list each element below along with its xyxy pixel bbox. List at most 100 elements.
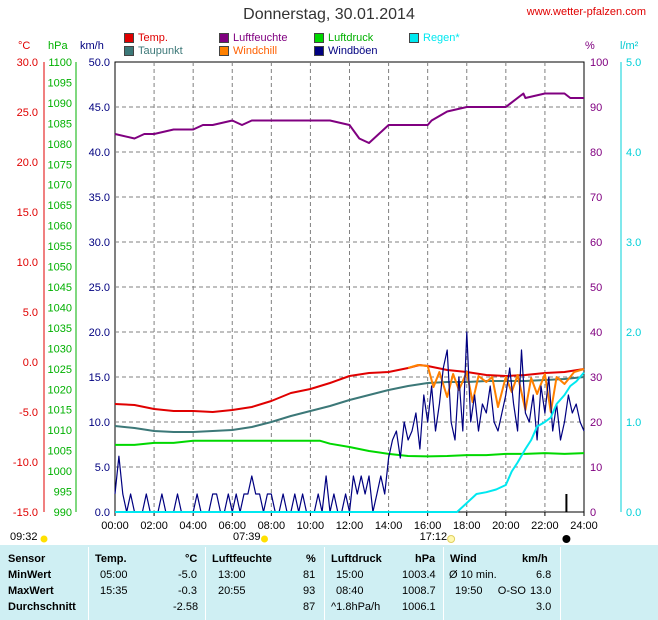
pressure-tick-label: 1100 [48,57,72,69]
wind-tick-label: 20.0 [89,327,110,339]
header-pressure-unit: hPa [415,553,436,565]
x-tick-label: 22:00 [531,520,559,532]
rain-tick-label: 4.0 [626,147,641,159]
legend-temp: Temp. [124,32,168,44]
row-press-value: 1003.4 [402,569,436,581]
row-press-value: 1006.1 [402,601,436,613]
row-press-time: 08:40 [336,585,364,597]
legend-gusts-label: Windböen [328,45,378,57]
website-link[interactable]: www.wetter-pfalzen.com [526,6,646,18]
rain-tick-label: 2.0 [626,327,641,339]
pressure-tick-label: 1025 [48,364,72,376]
rain-tick-label: 5.0 [626,57,641,69]
humidity-tick-label: 30 [590,372,602,384]
row-wind-label: Ø 10 min. [449,569,497,581]
sunrise-icon [260,535,268,543]
wind-tick-label: 35.0 [89,192,110,204]
table-separator [88,547,89,620]
legend-humidity: Luftfeuchte [219,32,287,44]
row-hum-value: 81 [303,569,316,581]
left-time: 09:32 [10,531,38,543]
wind-tick-label: 50.0 [89,57,110,69]
humidity-tick-label: 80 [590,147,602,159]
wind-tick-label: 15.0 [89,372,110,384]
temp-tick-label: 0.0 [23,357,38,369]
legend-humidity-swatch [219,33,229,43]
series-line-windchill [407,364,585,413]
x-tick-label: 10:00 [297,520,325,532]
temp-tick-label: 10.0 [17,257,38,269]
x-tick-label: 16:00 [414,520,442,532]
unit-temp: °C [18,40,31,52]
series-line-rain [115,371,585,513]
pressure-tick-label: 1075 [48,159,72,171]
pressure-tick-label: 1095 [48,77,72,89]
legend-rain-swatch [409,33,419,43]
stats-table: Sensor Temp. °C Luftfeuchte % Luftdruck … [0,545,658,620]
row-wind-value: 13.0 [530,585,552,597]
pressure-tick-label: 995 [54,487,72,499]
table-separator [560,547,561,620]
rain-tick-label: 1.0 [626,417,641,429]
legend-gusts: Windböen [314,45,378,57]
pressure-tick-label: 1020 [48,384,72,396]
row-temp-value: -5.0 [178,569,197,581]
series-line-temp [114,364,585,413]
legend-dewpoint-swatch [124,46,134,56]
row-label: Durchschnitt [8,601,76,613]
x-tick-label: 04:00 [179,520,207,532]
row-temp-value: -0.3 [178,585,197,597]
humidity-tick-label: 100 [590,57,608,69]
wind-tick-label: 40.0 [89,147,110,159]
humidity-tick-label: 10 [590,462,602,474]
wind-tick-label: 25.0 [89,282,110,294]
row-label: MaxWert [8,585,54,597]
x-tick-label: 06:00 [218,520,246,532]
humidity-tick-label: 90 [590,102,602,114]
table-separator [443,547,444,620]
pressure-tick-label: 1015 [48,405,72,417]
series-line-pressure [115,439,585,458]
pressure-tick-label: 1070 [48,180,72,192]
header-humidity: Luftfeuchte [212,553,272,565]
wind-tick-label: 5.0 [95,462,110,474]
x-tick-label: 24:00 [570,520,598,532]
weather-chart: 00:00 02:00 04:00 06:00 08:00 10:00 12:00 14:00… [10,57,641,543]
rain-tick-label: 3.0 [626,237,641,249]
pressure-tick-label: 1065 [48,200,72,212]
temp-tick-label: -5.0 [19,407,38,419]
row-press-time: 15:00 [336,569,364,581]
x-tick-label: 12:00 [336,520,364,532]
header-wind: Wind [450,553,477,565]
temp-tick-label: 30.0 [17,57,38,69]
row-hum-time: 13:00 [218,569,246,581]
header-temp: Temp. [95,553,127,565]
legend-windchill-label: Windchill [233,45,278,57]
row-hum-value: 93 [303,585,316,597]
chart-title: Donnerstag, 30.01.2014 [243,6,415,23]
legend-windchill: Windchill [219,45,277,57]
humidity-tick-label: 0 [590,507,596,519]
sun-icon [40,535,48,543]
unit-humidity: % [585,40,595,52]
legend-gusts-swatch [314,46,324,56]
x-tick-label: 20:00 [492,520,520,532]
rain-tick-label: 0.0 [626,507,641,519]
row-temp-value: -2.58 [173,601,199,613]
series-line-dewpoint [114,376,585,433]
pressure-tick-label: 1000 [48,466,72,478]
unit-rain: l/m² [620,40,639,52]
row-wind-label: 19:50 O-SO [455,585,526,597]
humidity-tick-label: 70 [590,192,602,204]
humidity-tick-label: 40 [590,327,602,339]
temp-tick-label: 25.0 [17,107,38,119]
pressure-tick-label: 1040 [48,302,72,314]
humidity-tick-label: 60 [590,237,602,249]
pressure-tick-label: 1005 [48,446,72,458]
humidity-tick-label: 20 [590,417,602,429]
wind-tick-label: 45.0 [89,102,110,114]
sunset-time: 17:12 [420,531,448,543]
x-tick-label: 18:00 [453,520,481,532]
legend-rain-label: Regen* [423,32,460,44]
x-tick-label: 08:00 [258,520,286,532]
